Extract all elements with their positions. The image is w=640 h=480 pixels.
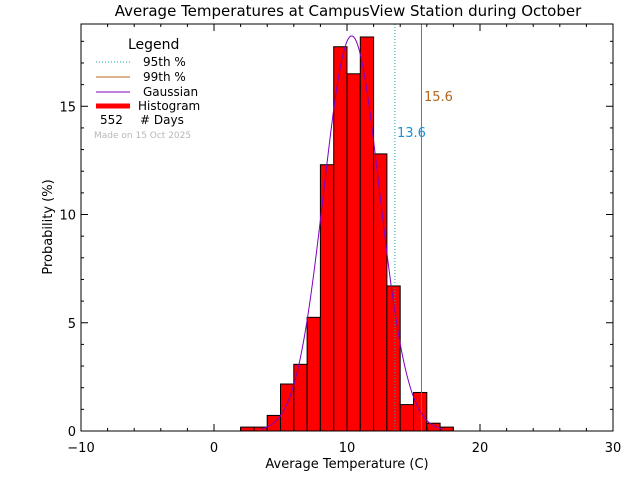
histogram-bar-5 — [306, 316, 321, 432]
histogram-bars — [240, 36, 454, 432]
histogram-bar-7 — [333, 46, 348, 432]
histogram-bar-0 — [240, 426, 255, 432]
legend-days-count: 552 — [100, 113, 123, 127]
histogram-bar-12 — [399, 404, 415, 432]
legend-p95-label: 95th % — [143, 55, 186, 69]
y-tick-label: 15 — [59, 100, 76, 115]
legend-p99-label: 99th % — [143, 70, 186, 84]
x-tick-label: 20 — [472, 441, 489, 456]
y-tick-label: 10 — [59, 209, 76, 224]
made-on-note: Made on 15 Oct 2025 — [94, 131, 191, 141]
p95-value-label: 13.6 — [397, 126, 426, 141]
chart-title: Average Temperatures at CampusView Stati… — [115, 2, 582, 20]
legend-gaussian-label: Gaussian — [143, 85, 198, 99]
gaussian-curve — [260, 35, 443, 430]
overlay-lines — [260, 24, 443, 431]
histogram-bar-8 — [346, 73, 361, 432]
y-axis-label: Probability (%) — [41, 179, 56, 274]
x-axis-label: Average Temperature (C) — [265, 457, 428, 472]
x-tick-label: −10 — [67, 441, 94, 456]
histogram-bar-14 — [426, 422, 441, 432]
x-tick-label: 30 — [605, 441, 622, 456]
y-tick-label: 0 — [68, 425, 76, 440]
legend-title: Legend — [128, 37, 179, 53]
legend: Legend 95th % 99th % Gaussian Histogram … — [94, 37, 200, 141]
legend-histogram-label: Histogram — [138, 99, 200, 113]
legend-days-label: # Days — [140, 113, 184, 127]
histogram-bar-9 — [359, 36, 375, 432]
histogram-bar-4 — [293, 363, 308, 432]
x-tick-label: 0 — [210, 441, 218, 456]
histogram-bar-11 — [386, 285, 401, 432]
y-tick-label: 5 — [68, 317, 76, 332]
p99-value-label: 15.6 — [424, 90, 453, 105]
x-tick-label: 10 — [339, 441, 356, 456]
